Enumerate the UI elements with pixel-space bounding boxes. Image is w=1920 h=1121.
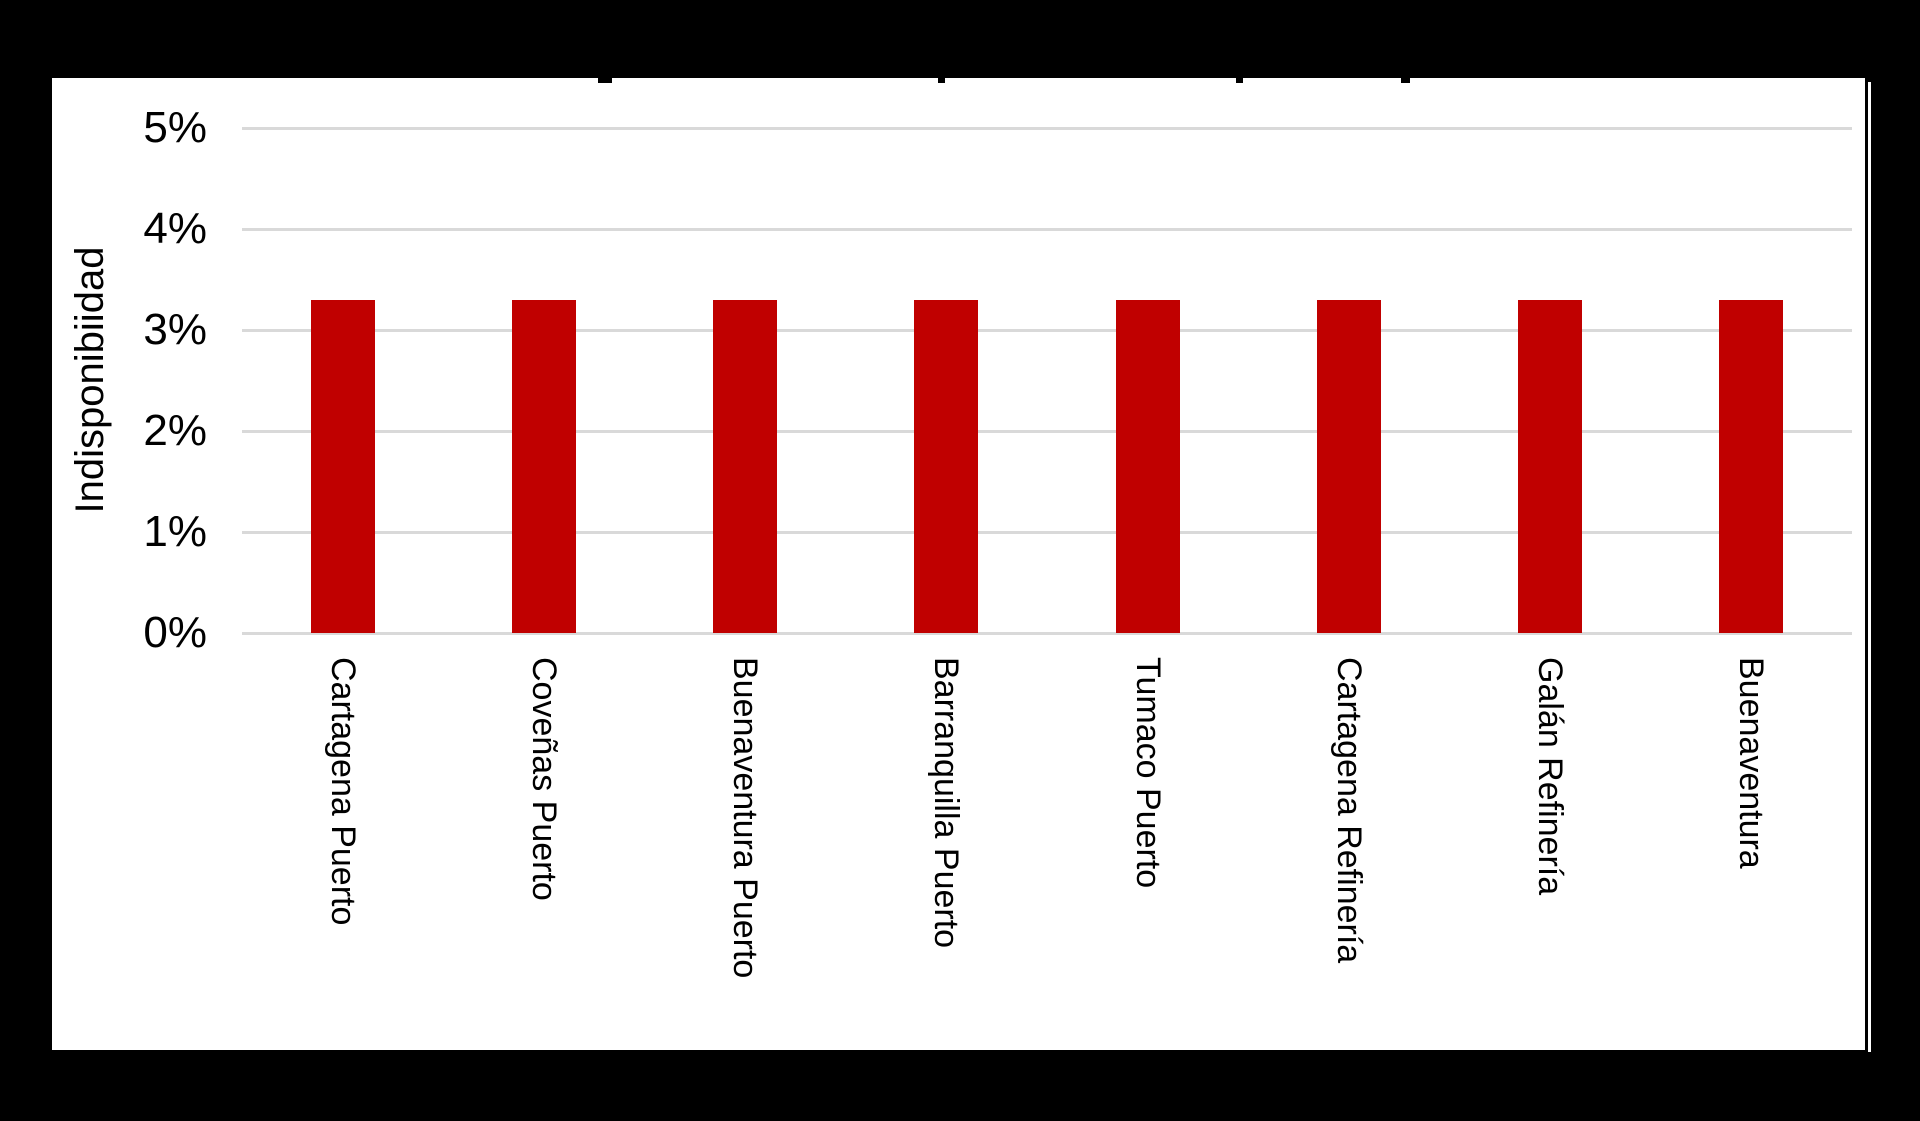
x-category-label: Tumaco Puerto <box>1129 657 1167 889</box>
gridline-5% <box>242 127 1852 130</box>
gridline-3% <box>242 329 1852 332</box>
bar-Buenaventura <box>1719 300 1783 633</box>
clipped-title-descender-mark <box>938 78 945 83</box>
bar-Coveñas Puerto <box>512 300 576 633</box>
bar-Barranquilla Puerto <box>914 300 978 633</box>
y-tick-label: 0% <box>143 608 207 657</box>
y-tick-label: 4% <box>143 204 207 253</box>
right-border-line <box>1868 82 1871 1052</box>
y-tick-label: 5% <box>143 103 207 152</box>
bar-Cartagena Refinería <box>1317 300 1381 633</box>
clipped-title-descender-mark <box>1401 78 1410 83</box>
chart-card: Indisponibiidad 5% 4% 3% 2% 1% 0% Cartagena P… <box>52 78 1865 1050</box>
x-category-label: Barranquilla Puerto <box>927 657 965 949</box>
x-category-label: Buenaventura <box>1732 657 1770 869</box>
x-category-label: Cartagena Refinería <box>1330 657 1368 964</box>
clipped-title-descender-mark <box>598 78 612 83</box>
gridline-1% <box>242 531 1852 534</box>
y-tick-label: 1% <box>143 507 207 556</box>
bar-Galán Refinería <box>1518 300 1582 633</box>
gridline-4% <box>242 228 1852 231</box>
clipped-title-descender-mark <box>1236 78 1243 83</box>
gridline-0% <box>242 632 1852 635</box>
y-tick-label: 3% <box>143 305 207 354</box>
bar-Buenaventura Puerto <box>713 300 777 633</box>
bar-Tumaco Puerto <box>1116 300 1180 633</box>
x-category-label: Buenaventura Puerto <box>726 657 764 979</box>
x-category-label: Galán Refinería <box>1531 657 1569 896</box>
y-axis-title: Indisponibiidad <box>68 246 112 514</box>
bar-Cartagena Puerto <box>311 300 375 633</box>
gridline-2% <box>242 430 1852 433</box>
x-category-label: Coveñas Puerto <box>525 657 563 901</box>
y-tick-label: 2% <box>143 406 207 455</box>
x-category-label: Cartagena Puerto <box>324 657 362 926</box>
